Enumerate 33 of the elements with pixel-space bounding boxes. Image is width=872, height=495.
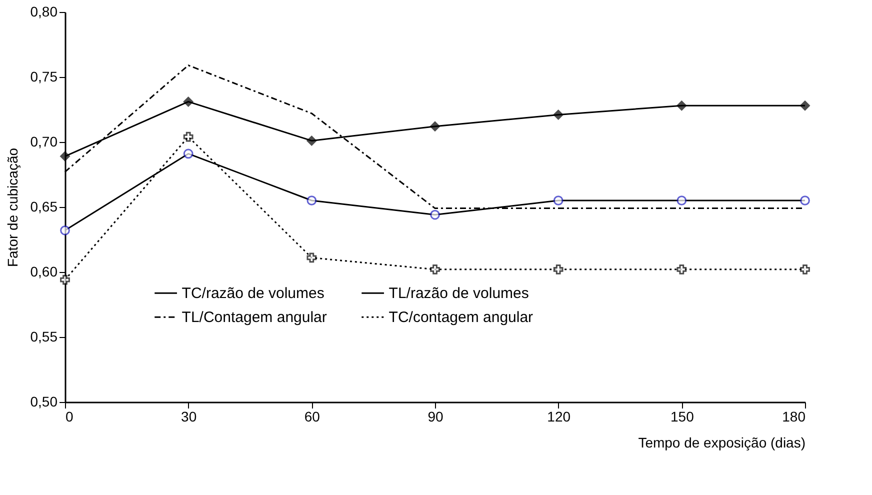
legend-label: TL/razão de volumes	[388, 285, 529, 302]
legend-label: TL/Contagem angular	[182, 309, 327, 326]
x-tick-label: 90	[428, 408, 444, 424]
x-tick-label: 150	[670, 408, 694, 424]
point	[676, 100, 687, 111]
x-tick-label: 30	[181, 408, 197, 424]
legend-label: TC/razão de volumes	[182, 285, 324, 302]
point	[306, 252, 317, 263]
x-tick-label: 120	[547, 408, 571, 424]
point	[553, 264, 564, 274]
point	[553, 110, 564, 120]
y-tick-label: 0,50	[30, 394, 58, 410]
legend-label: TC/contagem angular	[388, 309, 534, 326]
point	[183, 132, 194, 142]
y-tick-label: 0,75	[30, 68, 58, 84]
y-tick-label: 0,55	[30, 328, 58, 344]
x-tick-label: 60	[304, 408, 320, 424]
y-tick-label: 0,65	[30, 198, 58, 214]
y-axis-title: Fator de cubicação	[4, 148, 20, 268]
point	[60, 151, 70, 162]
point	[306, 136, 317, 146]
y-tick-label: 0,80	[30, 4, 58, 20]
point	[800, 264, 810, 274]
point	[430, 121, 440, 132]
point	[676, 264, 687, 274]
y-tick-label: 0,60	[30, 264, 58, 280]
x-tick-label: 0	[66, 408, 74, 424]
point	[800, 100, 810, 111]
y-tick-label: 0,70	[30, 134, 58, 150]
x-axis-title: Tempo de exposição (dias)	[638, 434, 806, 450]
x-tick-label: 180	[782, 408, 806, 424]
point	[430, 264, 440, 274]
point	[183, 96, 194, 107]
